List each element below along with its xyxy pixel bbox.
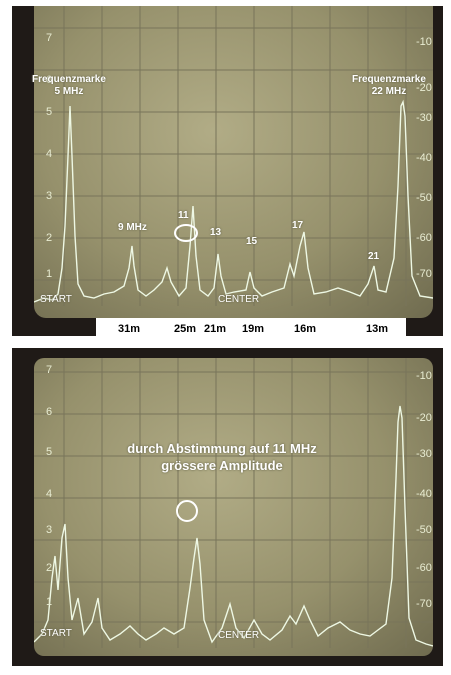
right-scale-60: -60 [416,232,432,244]
marker-circle-11mhz [176,500,198,522]
left-scale-5: 5 [46,446,53,458]
right-scale-70: -70 [416,598,432,610]
peak-label-17: 17 [292,220,304,231]
right-scale-10: -10 [416,370,432,382]
right-scale-20: -20 [416,82,432,94]
left-scale-2: 2 [46,232,53,244]
left-scale-3: 3 [46,190,53,202]
left-scale-2: 2 [46,562,53,574]
center-label: CENTER [218,294,260,305]
left-scale-7: 7 [46,364,53,376]
left-scale-6: 6 [46,406,53,418]
marker-circle-11mhz [174,224,198,242]
right-scale-40: -40 [416,152,432,164]
start-label: START [40,294,72,305]
spectrum-trace-top [34,6,433,306]
spectrum-trace-bottom [34,358,433,648]
band-16m: 16m [294,323,317,335]
marker-label-5mhz: Frequenzmarke 5 MHz [32,74,106,97]
left-scale-1: 1 [46,596,53,608]
left-scale-4: 4 [46,488,53,500]
left-scale-7: 7 [46,32,53,44]
start-label: START [40,628,72,639]
analyzer-screen [34,358,433,656]
graticule [34,358,433,648]
right-scale-30: -30 [416,448,432,460]
spectrum-photo-bottom: 7 6 5 4 3 2 1 -10 -20 -30 -40 -50 -60 -7… [12,348,443,666]
left-scale-6: 6 [46,74,53,86]
right-scale-20: -20 [416,412,432,424]
peak-label-11: 11 [178,210,189,221]
band-25m: 25m [174,323,197,335]
right-scale-10: -10 [416,36,432,48]
peak-label-9mhz: 9 MHz [118,222,147,233]
right-scale-50: -50 [416,524,432,536]
peak-label-15: 15 [246,236,258,247]
right-scale-70: -70 [416,268,432,280]
analyzer-screen [34,6,433,318]
right-scale-50: -50 [416,192,432,204]
graticule [34,6,433,306]
right-scale-40: -40 [416,488,432,500]
right-scale-60: -60 [416,562,432,574]
right-scale-30: -30 [416,112,432,124]
center-label: CENTER [218,630,260,641]
left-scale-3: 3 [46,524,53,536]
band-31m: 31m [118,323,141,335]
left-scale-1: 1 [46,268,53,280]
tuning-caption: durch Abstimmung auf 11 MHz grössere Amp… [127,441,317,473]
band-19m: 19m [242,323,265,335]
trace-line [34,99,433,303]
band-scale-bar: 31m 25m 21m 19m 16m 13m [96,318,406,342]
band-13m: 13m [366,323,389,335]
spectrum-photo-top: 7 6 5 4 3 2 1 -10 -20 -30 -40 -50 -60 -7… [12,6,443,336]
peak-label-21: 21 [368,251,380,262]
left-scale-4: 4 [46,148,53,160]
trace-line [34,405,433,647]
peak-label-13: 13 [210,227,222,238]
band-21m: 21m [204,323,227,335]
left-scale-5: 5 [46,106,53,118]
marker-label-22mhz: Frequenzmarke 22 MHz [352,74,426,97]
